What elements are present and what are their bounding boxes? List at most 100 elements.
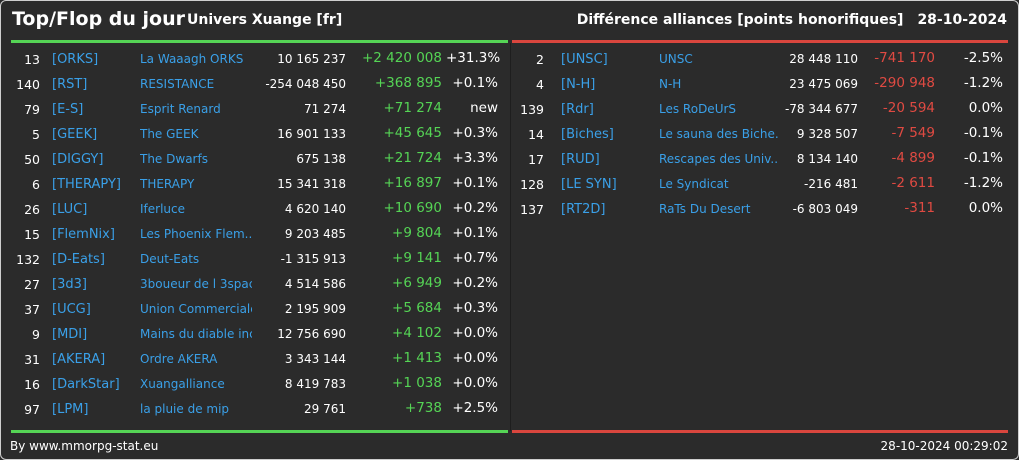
alliance-rank: 128 (520, 177, 544, 192)
alliance-tag[interactable]: [GEEK] (52, 127, 98, 142)
alliance-rank: 97 (24, 402, 40, 417)
alliance-tag[interactable]: [RUD] (561, 152, 600, 167)
alliance-rank: 140 (16, 77, 40, 92)
alliance-name[interactable]: Mains du diable inco... (140, 327, 252, 341)
points-difference: +45 645 (383, 125, 442, 141)
alliance-tag[interactable]: [3d3] (52, 277, 87, 292)
alliance-rank: 4 (536, 77, 544, 92)
percent-change: +0.2% (452, 275, 498, 291)
points-difference: +6 949 (392, 275, 442, 291)
alliance-name[interactable]: Les RoDeUrS (659, 102, 737, 116)
flop-row: 14 [Biches] Le sauna des Biche... 9 328 507… (510, 123, 1019, 148)
percent-change: +0.2% (452, 200, 498, 216)
flop-list: 2 [UNSC] UNSC 28 448 110 -741 170 -2.5% 4 [N-H]… (510, 48, 1019, 223)
percent-change: +0.0% (452, 375, 498, 391)
points-difference: +738 (404, 400, 442, 416)
alliance-tag[interactable]: [RST] (52, 77, 88, 92)
top-row: 27 [3d3] 3boueur de l 3space 4 514 586 +6 94… (0, 273, 510, 298)
points-difference: -20 594 (882, 100, 935, 116)
alliance-name[interactable]: La Waaagh ORKS (140, 52, 244, 66)
top-row: 5 [GEEK] The GEEK 16 901 133 +45 645 +0.3% (0, 123, 510, 148)
alliance-tag[interactable]: [AKERA] (52, 352, 106, 367)
alliance-total: 4 620 140 (284, 202, 346, 216)
alliance-tag[interactable]: [MDI] (52, 327, 88, 342)
alliance-name[interactable]: The Dwarfs (140, 152, 208, 166)
alliance-tag[interactable]: [N-H] (561, 77, 596, 92)
alliance-name[interactable]: N-H (659, 77, 682, 91)
alliance-tag[interactable]: [ORKS] (52, 52, 99, 67)
alliance-tag[interactable]: [Biches] (561, 127, 614, 142)
alliance-total: 4 514 586 (284, 277, 346, 291)
alliance-name[interactable]: 3boueur de l 3space (140, 277, 252, 291)
header-date: 28-10-2024 (917, 12, 1007, 28)
alliance-total: 8 134 140 (796, 152, 858, 166)
alliance-tag[interactable]: [DIGGY] (52, 152, 104, 167)
alliance-total: -216 481 (804, 177, 858, 191)
alliance-tag[interactable]: [LUC] (52, 202, 88, 217)
alliance-name[interactable]: UNSC (659, 52, 693, 66)
alliance-name[interactable]: The GEEK (140, 127, 199, 141)
universe-label: Univers Xuange [fr] (187, 12, 343, 28)
alliance-name[interactable]: Deut-Eats (140, 252, 200, 266)
alliance-tag[interactable]: [D-Eats] (52, 252, 105, 267)
alliance-rank: 79 (24, 102, 40, 117)
percent-change: +3.3% (452, 150, 498, 166)
alliance-total: 15 341 318 (277, 177, 346, 191)
points-difference: -7 549 (891, 125, 935, 141)
top-bottom-divider (11, 430, 508, 433)
alliance-rank: 2 (536, 52, 544, 67)
alliance-total: 9 203 485 (284, 227, 346, 241)
flop-row: 139 [Rdr] Les RoDeUrS -78 344 677 -20 594 0.0… (510, 98, 1019, 123)
top-row: 31 [AKERA] Ordre AKERA 3 343 144 +1 413 +0.0% (0, 348, 510, 373)
percent-change: +0.3% (452, 300, 498, 316)
top-row: 97 [LPM] la pluie de mip 29 761 +738 +2.5% (0, 398, 510, 423)
percent-change: 0.0% (968, 100, 1003, 116)
flop-row: 17 [RUD] Rescapes des Univ... 8 134 140 -4 8… (510, 148, 1019, 173)
points-difference: +9 141 (392, 250, 442, 266)
alliance-rank: 17 (528, 152, 544, 167)
alliance-name[interactable]: Le Syndicat (659, 177, 729, 191)
flop-row: 128 [LE SYN] Le Syndicat -216 481 -2 611 -1.2… (510, 173, 1019, 198)
alliance-tag[interactable]: [LE SYN] (561, 177, 617, 192)
points-difference: -2 611 (891, 175, 935, 191)
alliance-tag[interactable]: [THERAPY] (52, 177, 121, 192)
top-row: 50 [DIGGY] The Dwarfs 675 138 +21 724 +3.3% (0, 148, 510, 173)
alliance-tag[interactable]: [UNSC] (561, 52, 608, 67)
top-row: 132 [D-Eats] Deut-Eats -1 315 913 +9 141 +0.7… (0, 248, 510, 273)
points-difference: +1 413 (392, 350, 442, 366)
points-difference: +71 274 (383, 100, 442, 116)
alliance-name[interactable]: Xuangalliance (140, 377, 225, 391)
alliance-name[interactable]: la pluie de mip (140, 402, 230, 416)
alliance-name[interactable]: Rescapes des Univ... (659, 152, 779, 166)
footer-timestamp: 28-10-2024 00:29:02 (880, 439, 1008, 453)
top-row: 6 [THERAPY] THERAPY 15 341 318 +16 897 +0.1% (0, 173, 510, 198)
alliance-tag[interactable]: [Rdr] (561, 102, 594, 117)
alliance-rank: 37 (24, 302, 40, 317)
top-list: 13 [ORKS] La Waaagh ORKS 10 165 237 +2 420 0… (0, 48, 510, 423)
top-row: 140 [RST] RESISTANCE -254 048 450 +368 895 +0… (0, 73, 510, 98)
alliance-tag[interactable]: [LPM] (52, 402, 89, 417)
header-right: Différence alliances [points honorifique… (577, 12, 1007, 28)
alliance-name[interactable]: Ordre AKERA (140, 352, 218, 366)
alliance-name[interactable]: Le sauna des Biche... (659, 127, 779, 141)
alliance-name[interactable]: Esprit Renard (140, 102, 221, 116)
header: Top/Flop du jour Univers Xuange [fr] Dif… (0, 8, 1019, 34)
alliance-name[interactable]: RESISTANCE (140, 77, 215, 91)
alliance-name[interactable]: RaTs Du Desert (659, 202, 751, 216)
alliance-name[interactable]: Les Phoenix Flem... (140, 227, 252, 241)
alliance-tag[interactable]: [DarkStar] (52, 377, 120, 392)
points-difference: +16 897 (383, 175, 442, 191)
percent-change: +0.7% (452, 250, 498, 266)
points-difference: +9 804 (392, 225, 442, 241)
alliance-total: -254 048 450 (265, 77, 346, 91)
alliance-tag[interactable]: [UCG] (52, 302, 91, 317)
alliance-name[interactable]: THERAPY (140, 177, 195, 191)
alliance-total: -6 803 049 (792, 202, 858, 216)
alliance-tag[interactable]: [FlemNix] (52, 227, 115, 242)
points-difference: -4 899 (891, 150, 935, 166)
alliance-tag[interactable]: [RT2D] (561, 202, 606, 217)
points-difference: +1 038 (392, 375, 442, 391)
alliance-tag[interactable]: [E-S] (52, 102, 84, 117)
alliance-name[interactable]: Iferluce (140, 202, 185, 216)
alliance-name[interactable]: Union Commerciale... (140, 302, 252, 316)
